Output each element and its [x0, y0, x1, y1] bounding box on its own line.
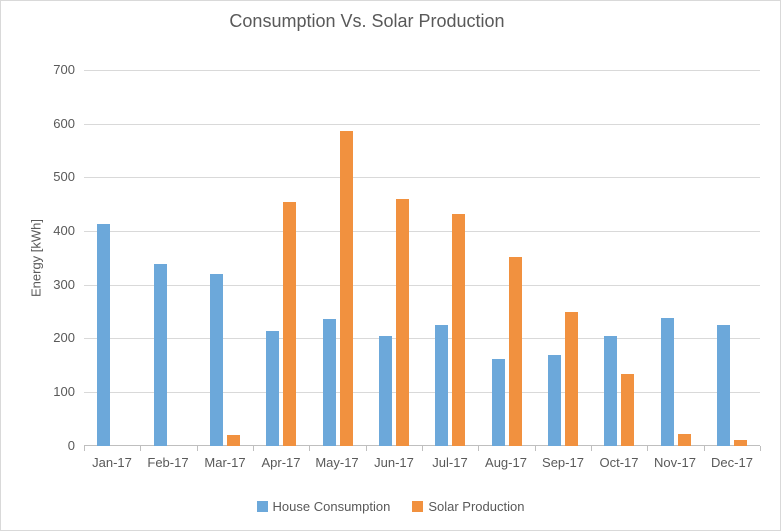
x-tick-label-may-17: May-17 [315, 455, 359, 470]
gridline-100 [84, 392, 760, 393]
x-axis-tick [422, 446, 423, 451]
gridline-700 [84, 70, 760, 71]
x-tick-label-dec-17: Dec-17 [711, 455, 753, 470]
x-axis-tick [197, 446, 198, 451]
legend-label-house-consumption: House Consumption [272, 498, 391, 514]
x-axis-tick [591, 446, 592, 451]
x-tick-label-feb-17: Feb-17 [147, 455, 189, 470]
bar-house-consumption-apr-17 [266, 331, 279, 446]
x-axis-tick [253, 446, 254, 451]
bar-house-consumption-jan-17 [97, 224, 110, 446]
bar-house-consumption-aug-17 [492, 359, 505, 446]
bar-solar-production-oct-17 [621, 374, 634, 446]
bar-solar-production-dec-17 [734, 440, 747, 446]
y-tick-label-300: 300 [53, 277, 75, 292]
legend-item-house-consumption: House Consumption [256, 498, 391, 514]
x-axis-tick [140, 446, 141, 451]
y-tick-label-400: 400 [53, 223, 75, 238]
gridline-400 [84, 231, 760, 232]
bar-solar-production-aug-17 [509, 257, 522, 446]
x-axis-tick [366, 446, 367, 451]
x-tick-label-apr-17: Apr-17 [261, 455, 301, 470]
bar-house-consumption-nov-17 [661, 318, 674, 446]
x-axis-tick [309, 446, 310, 451]
bar-house-consumption-dec-17 [717, 325, 730, 446]
bar-solar-production-jun-17 [396, 199, 409, 446]
x-axis-tick [647, 446, 648, 451]
x-axis-tick [760, 446, 761, 451]
bar-house-consumption-may-17 [323, 319, 336, 446]
x-tick-label-mar-17: Mar-17 [204, 455, 246, 470]
bar-house-consumption-jul-17 [435, 325, 448, 446]
bar-solar-production-jul-17 [452, 214, 465, 446]
plot-area [84, 70, 760, 446]
y-tick-label-0: 0 [67, 438, 75, 453]
y-tick-label-100: 100 [53, 384, 75, 399]
x-tick-label-jun-17: Jun-17 [374, 455, 414, 470]
x-axis-tick [478, 446, 479, 451]
legend-item-solar-production: Solar Production [412, 499, 524, 514]
bar-solar-production-nov-17 [678, 434, 691, 446]
x-axis-tick [704, 446, 705, 451]
y-tick-label-700: 700 [53, 62, 75, 77]
gridline-300 [84, 285, 760, 286]
chart-title: Consumption Vs. Solar Production [229, 11, 505, 31]
bar-house-consumption-jun-17 [379, 336, 392, 446]
legend-swatch-house-consumption-icon [256, 500, 268, 512]
bar-house-consumption-sep-17 [548, 355, 561, 446]
y-tick-label-600: 600 [53, 116, 75, 131]
bar-house-consumption-mar-17 [210, 274, 223, 446]
bar-house-consumption-oct-17 [604, 336, 617, 446]
gridline-600 [84, 124, 760, 125]
bar-solar-production-sep-17 [565, 312, 578, 446]
x-tick-label-nov-17: Nov-17 [654, 455, 696, 470]
x-axis-tick [84, 446, 85, 451]
legend: House Consumption Solar Production [1, 497, 780, 515]
x-tick-label-jan-17: Jan-17 [92, 455, 132, 470]
bar-house-consumption-feb-17 [154, 264, 167, 446]
bar-solar-production-may-17 [340, 131, 353, 446]
x-axis-line [84, 445, 760, 446]
gridline-500 [84, 177, 760, 178]
x-tick-label-jul-17: Jul-17 [432, 455, 468, 470]
legend-label-solar-production: Solar Production [428, 498, 525, 514]
x-tick-label-sep-17: Sep-17 [542, 455, 584, 470]
x-axis-tick [535, 446, 536, 451]
y-tick-label-200: 200 [53, 330, 75, 345]
bar-solar-production-mar-17 [227, 435, 240, 446]
bar-solar-production-apr-17 [283, 202, 296, 446]
legend-swatch-solar-production-icon [412, 500, 424, 512]
x-tick-label-aug-17: Aug-17 [485, 455, 527, 470]
gridline-200 [84, 338, 760, 339]
y-tick-label-500: 500 [53, 169, 75, 184]
x-tick-label-oct-17: Oct-17 [599, 455, 639, 470]
